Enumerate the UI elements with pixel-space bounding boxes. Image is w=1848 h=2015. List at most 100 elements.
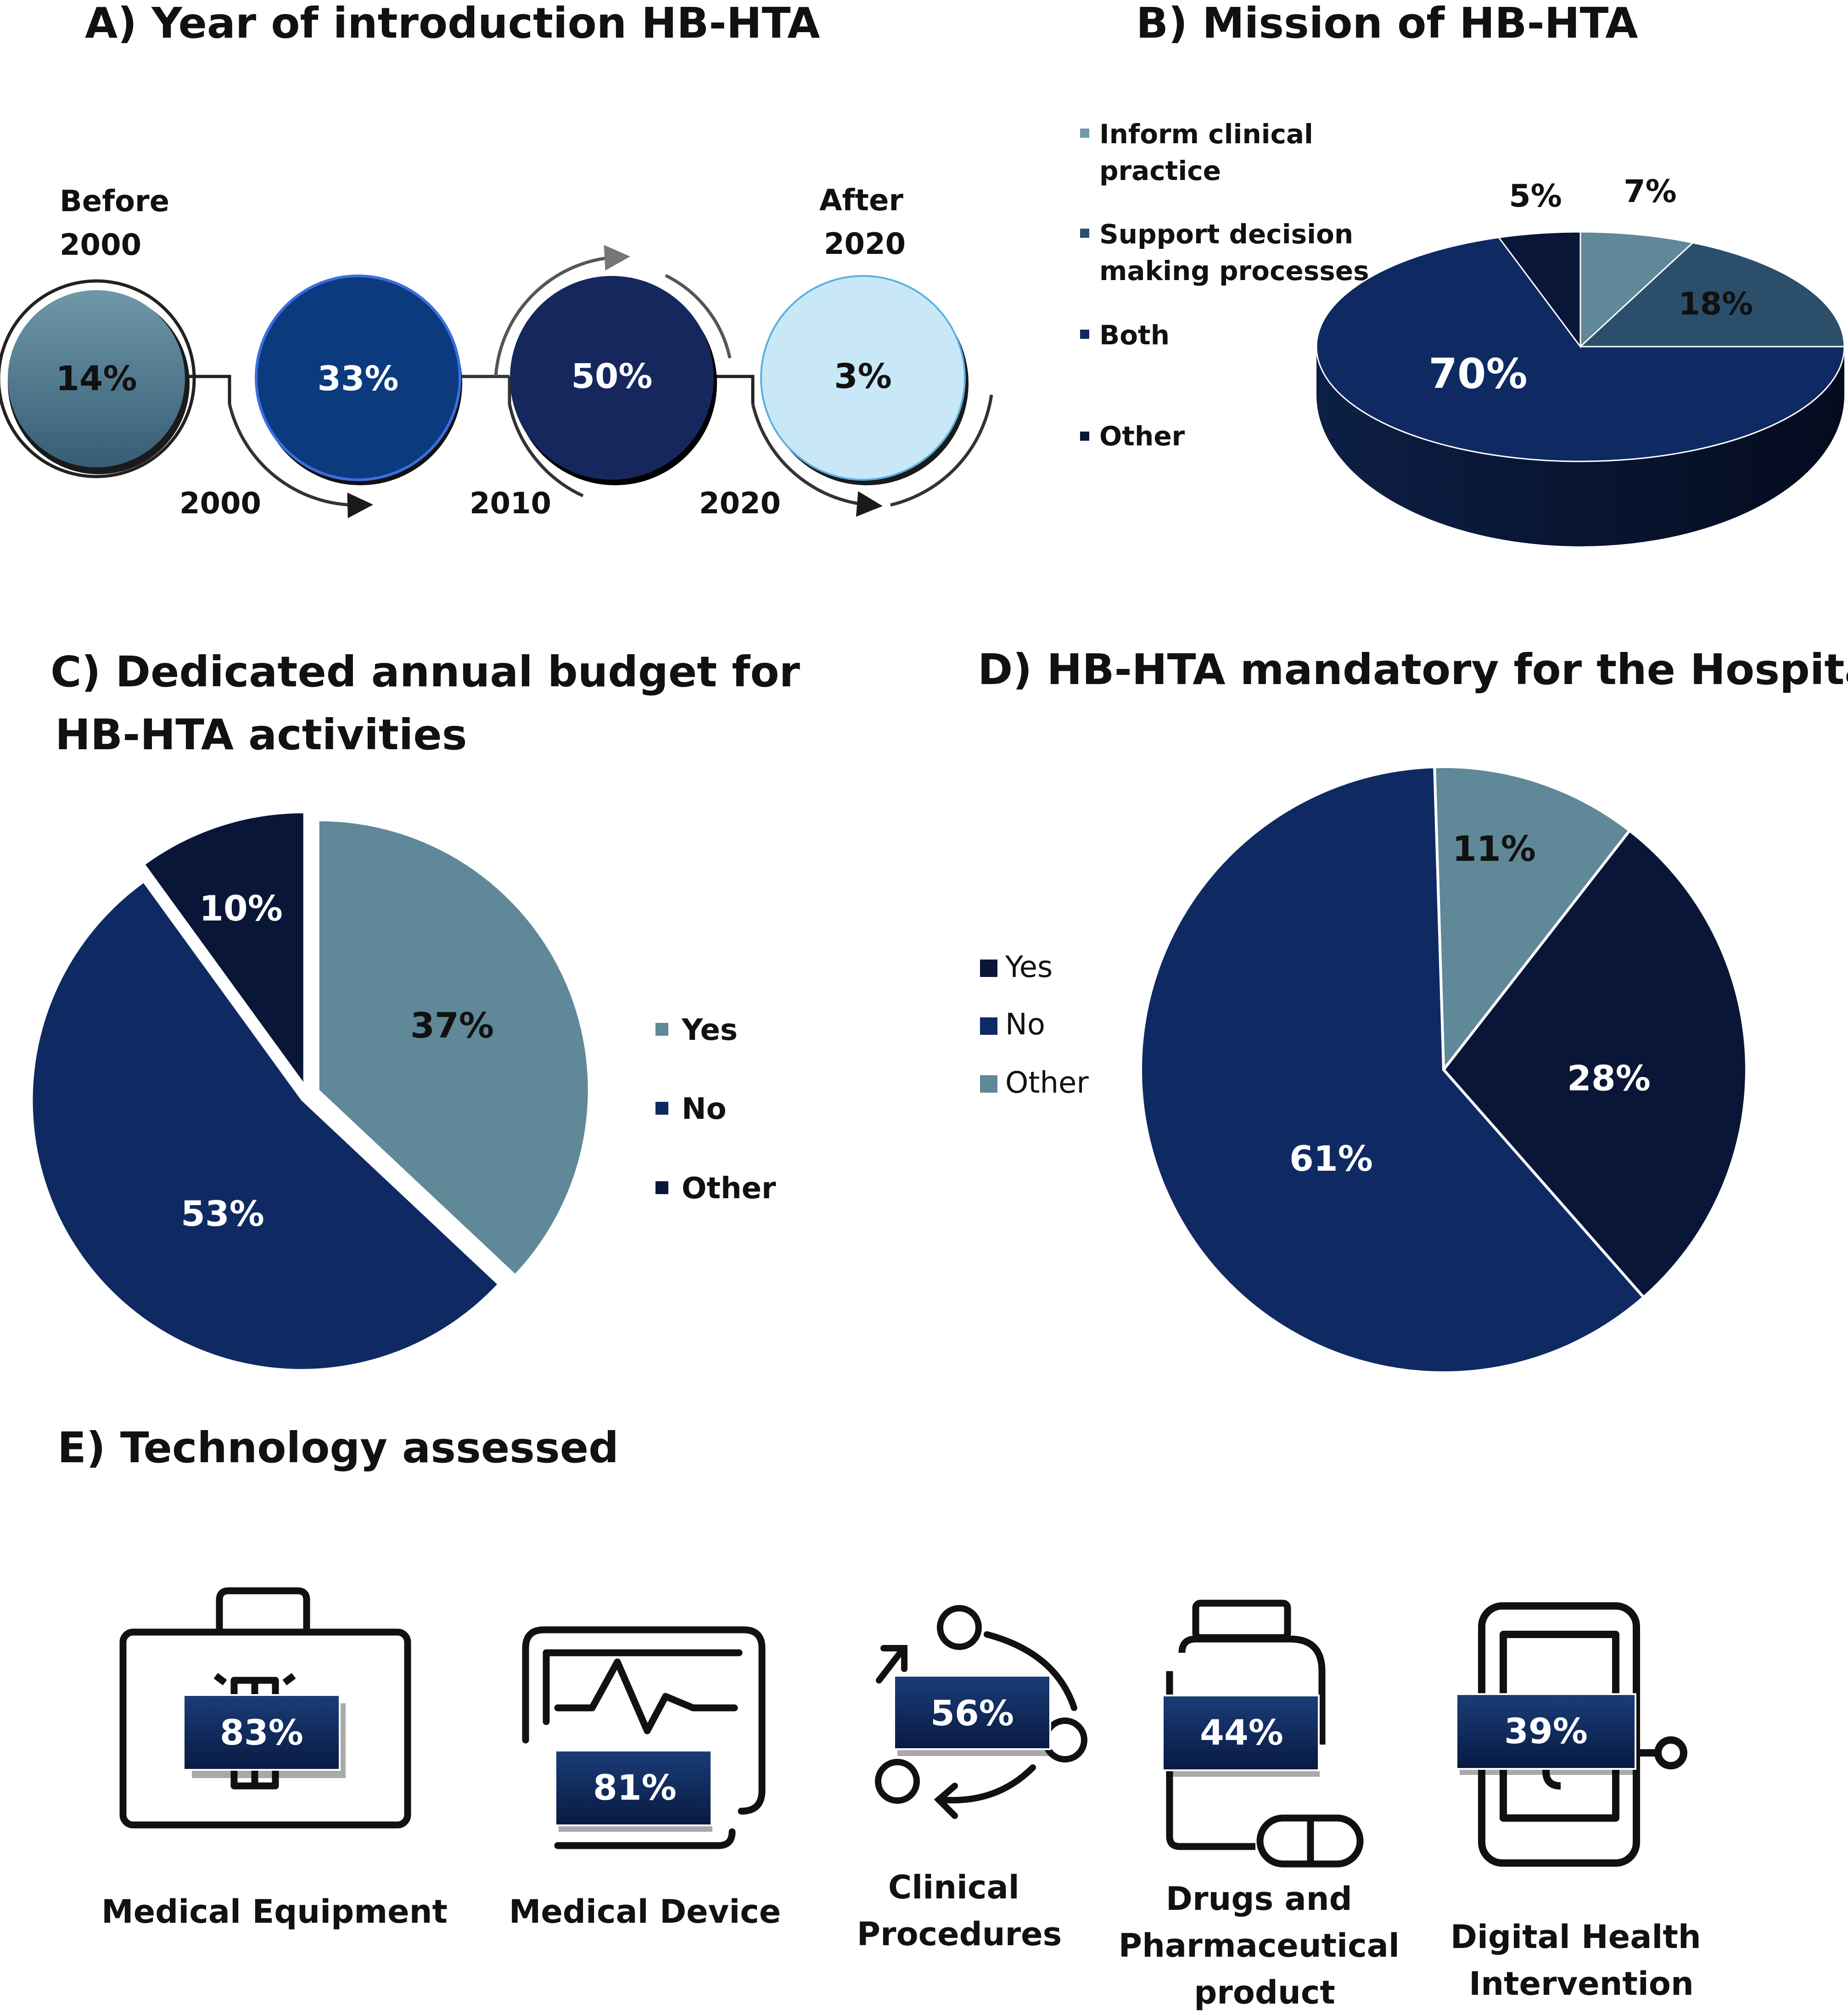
- legend-label: No: [1005, 1008, 1045, 1042]
- axis-label: 2010: [470, 487, 551, 521]
- label-line: Digital Health: [1450, 1918, 1701, 1956]
- panel-b-title: B) Mission of HB-HTA: [1136, 0, 1638, 48]
- category-label: Medical Equipment: [101, 1893, 448, 1931]
- circle-2000-2010: [255, 275, 461, 481]
- label-line: practice: [1099, 155, 1221, 186]
- value-label: 14%: [56, 359, 137, 399]
- legend-swatch: [655, 1181, 668, 1194]
- title-line: HB-HTA activities: [55, 710, 467, 759]
- circle-ring: [0, 279, 196, 478]
- badge-medical-equipment: 83%: [183, 1694, 346, 1778]
- legend: Yes No Other: [980, 950, 1089, 1100]
- value-label: 70%: [1428, 350, 1527, 398]
- legend-swatch: [1080, 330, 1089, 339]
- toolbox-body: [119, 1628, 411, 1829]
- circle-before-2000: [8, 290, 185, 467]
- value-label: 50%: [571, 357, 652, 396]
- legend-swatch: [980, 1075, 997, 1093]
- legend-swatch: [980, 1017, 997, 1035]
- monitor-frame: [522, 1626, 766, 1815]
- pie-slices: [1316, 231, 1845, 462]
- label-line: Support decision: [1099, 219, 1353, 250]
- badge: [893, 1675, 1051, 1750]
- pie-slice-other: [1497, 231, 1581, 349]
- cycle-arc: [938, 1764, 1036, 1804]
- pie-slice-other: [1433, 765, 1632, 1074]
- badge-digital-health: 39%: [1456, 1693, 1636, 1775]
- category-label: Digital Health Intervention: [1450, 1918, 1712, 2003]
- cycle-arrow: [934, 1783, 958, 1819]
- label-line: product: [1194, 1974, 1335, 2011]
- pie-slice-both: [1316, 236, 1845, 462]
- legend-label: Other: [1005, 1066, 1089, 1100]
- label-line: Intervention: [1469, 1965, 1694, 2003]
- monitor-inner: [543, 1649, 743, 1725]
- value-label: 53%: [181, 1193, 264, 1234]
- panel-e-technology: E) Technology assessed: [57, 1423, 1712, 2011]
- timeline-arc-end: [890, 394, 993, 507]
- legend: Inform clinical practice Support decisio…: [1080, 118, 1369, 452]
- badge-drugs: 44%: [1162, 1695, 1320, 1777]
- connector-line: [188, 375, 231, 404]
- pie-slice-inform-clinical-practice: [1579, 231, 1694, 348]
- bottle-shoulder: [1178, 1635, 1326, 1745]
- category-label: Drugs and Pharmaceutical product: [1119, 1880, 1411, 2011]
- monitor-pulse-icon: [522, 1626, 766, 1849]
- pill-bottle-icon: [1166, 1600, 1364, 1868]
- panel-d-mandatory: D) HB-HTA mandatory for the Hospital Yes…: [978, 645, 1848, 1374]
- axis-label: 2000: [179, 487, 261, 521]
- badge: [183, 1694, 341, 1771]
- value-label: 5%: [1509, 178, 1562, 214]
- cycle-arc: [984, 1631, 1077, 1711]
- timeline-arc-top: [494, 245, 630, 377]
- legend-label: Yes: [681, 1013, 738, 1047]
- label-line: Inform clinical: [1099, 118, 1313, 150]
- value-label: 44%: [1200, 1712, 1283, 1753]
- label-line: Before: [60, 185, 169, 219]
- label-line: Clinical: [888, 1869, 1019, 1906]
- label-line: Pharmaceutical: [1119, 1927, 1400, 1964]
- badge: [554, 1750, 712, 1826]
- toolbox-handle: [216, 1587, 310, 1632]
- axis-label: 2020: [699, 487, 781, 521]
- pie-slice-support-decision-making-processes: [1579, 242, 1845, 348]
- timeline-arc-top: [665, 274, 732, 359]
- value-label: 10%: [199, 888, 283, 929]
- pill-capsule: [1256, 1814, 1364, 1868]
- pie-slice-yes: [319, 821, 588, 1274]
- legend-swatch: [655, 1102, 668, 1115]
- stethoscope-disc: [1654, 1736, 1687, 1769]
- label-line: 2020: [824, 227, 906, 261]
- value-label: 56%: [930, 1693, 1014, 1734]
- pie-slice-no: [33, 883, 497, 1369]
- legend-label: Yes: [1005, 950, 1053, 984]
- cycle-node-right: [1042, 1718, 1087, 1762]
- category-label: Medical Device: [509, 1893, 781, 1931]
- legend-label: Both: [1099, 320, 1170, 351]
- bottle-cap: [1192, 1600, 1291, 1641]
- panel-c-budget: C) Dedicated annual budget for HB-HTA ac…: [33, 647, 815, 1369]
- legend-swatch: [655, 1023, 668, 1036]
- value-label: 81%: [593, 1767, 677, 1808]
- pie-slice-other: [145, 813, 303, 1082]
- panel-c-title: C) Dedicated annual budget for HB-HTA ac…: [50, 647, 815, 759]
- value-label: 37%: [410, 1005, 494, 1046]
- cycle-node-top: [937, 1605, 982, 1650]
- label-line: 2000: [60, 228, 141, 262]
- panel-a-year-of-introduction: A) Year of introduction HB-HTA 14% 33% 5…: [0, 0, 993, 521]
- label-line: Drugs and: [1166, 1880, 1352, 1918]
- legend-label: No: [682, 1092, 727, 1126]
- legend-swatch: [1080, 229, 1089, 238]
- value-label: 7%: [1624, 174, 1676, 210]
- label-line: making processes: [1099, 255, 1369, 286]
- panel-b-mission: B) Mission of HB-HTA Inform clinical pra…: [1080, 0, 1845, 546]
- panel-a-title: A) Year of introduction HB-HTA: [85, 0, 820, 48]
- timeline-arc-2000: [228, 404, 373, 518]
- value-label: 83%: [220, 1712, 303, 1753]
- badge: [1456, 1693, 1636, 1770]
- timeline-arc-2010: [508, 376, 584, 498]
- legend-label: Other: [682, 1172, 776, 1206]
- label-after-2020: After 2020: [819, 184, 913, 261]
- value-label: 28%: [1567, 1058, 1651, 1099]
- legend-swatch: [980, 960, 997, 977]
